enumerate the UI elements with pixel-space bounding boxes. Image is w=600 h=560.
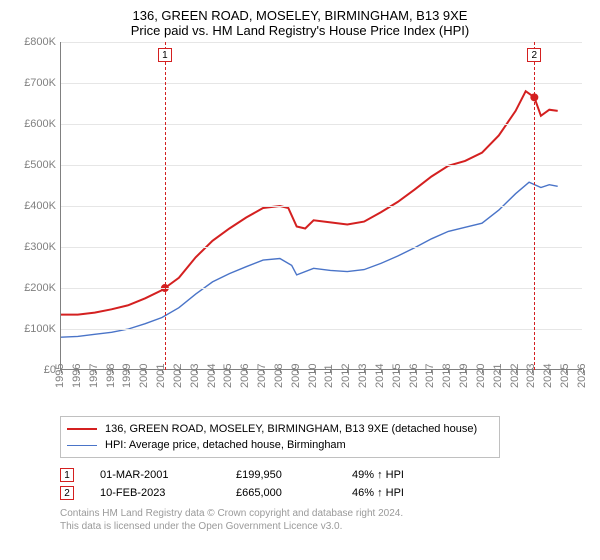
title-subtitle: Price paid vs. HM Land Registry's House … <box>18 23 582 38</box>
y-tick-label: £800K <box>24 36 56 48</box>
x-tick-label: 2010 <box>307 364 319 388</box>
x-tick-label: 2022 <box>509 364 521 388</box>
legend-label: 136, GREEN ROAD, MOSELEY, BIRMINGHAM, B1… <box>105 423 477 435</box>
event-marker: 2 <box>527 48 541 62</box>
gridline <box>61 165 582 166</box>
y-tick-label: £200K <box>24 282 56 294</box>
x-tick-label: 2015 <box>391 364 403 388</box>
x-tick-label: 2026 <box>576 364 588 388</box>
legend-item: 136, GREEN ROAD, MOSELEY, BIRMINGHAM, B1… <box>67 421 493 437</box>
attribution-line-1: Contains HM Land Registry data © Crown c… <box>60 508 582 521</box>
x-tick-label: 2018 <box>441 364 453 388</box>
y-tick-label: £700K <box>24 77 56 89</box>
transaction-row: 1 01-MAR-2001 £199,950 49% ↑ HPI <box>60 466 582 484</box>
x-tick-label: 2005 <box>222 364 234 388</box>
transaction-pct: 49% ↑ HPI <box>352 469 442 481</box>
gridline <box>61 124 582 125</box>
x-tick-label: 2004 <box>206 364 218 388</box>
event-line <box>165 42 166 370</box>
x-tick-label: 2009 <box>290 364 302 388</box>
x-tick-label: 2001 <box>155 364 167 388</box>
y-tick-label: £300K <box>24 241 56 253</box>
legend-label: HPI: Average price, detached house, Birm… <box>105 439 346 451</box>
x-tick-label: 2019 <box>458 364 470 388</box>
x-tick-label: 2008 <box>273 364 285 388</box>
attribution: Contains HM Land Registry data © Crown c… <box>60 508 582 533</box>
x-tick-label: 2014 <box>374 364 386 388</box>
x-tick-label: 2000 <box>138 364 150 388</box>
transaction-row: 2 10-FEB-2023 £665,000 46% ↑ HPI <box>60 484 582 502</box>
x-tick-label: 2021 <box>492 364 504 388</box>
x-tick-label: 2016 <box>408 364 420 388</box>
x-tick-label: 2003 <box>189 364 201 388</box>
y-tick-label: £100K <box>24 323 56 335</box>
plot-region: 12 <box>60 42 582 370</box>
title-address: 136, GREEN ROAD, MOSELEY, BIRMINGHAM, B1… <box>18 8 582 23</box>
y-axis: £0£100K£200K£300K£400K£500K£600K£700K£80… <box>18 42 60 370</box>
y-tick-label: £500K <box>24 159 56 171</box>
transaction-price: £199,950 <box>236 469 326 481</box>
x-tick-label: 1996 <box>71 364 83 388</box>
x-tick-label: 2024 <box>542 364 554 388</box>
attribution-line-2: This data is licensed under the Open Gov… <box>60 521 582 534</box>
x-tick-label: 2007 <box>256 364 268 388</box>
title-block: 136, GREEN ROAD, MOSELEY, BIRMINGHAM, B1… <box>18 8 582 38</box>
legend: 136, GREEN ROAD, MOSELEY, BIRMINGHAM, B1… <box>60 416 500 458</box>
gridline <box>61 206 582 207</box>
gridline <box>61 247 582 248</box>
x-tick-label: 2011 <box>323 364 335 388</box>
transaction-date: 10-FEB-2023 <box>100 487 210 499</box>
x-tick-label: 2002 <box>172 364 184 388</box>
transaction-marker: 2 <box>60 486 74 500</box>
gridline <box>61 42 582 43</box>
x-tick-label: 1995 <box>54 364 66 388</box>
transaction-marker: 1 <box>60 468 74 482</box>
x-tick-label: 2013 <box>357 364 369 388</box>
chart-container: 136, GREEN ROAD, MOSELEY, BIRMINGHAM, B1… <box>0 0 600 560</box>
x-tick-label: 2017 <box>424 364 436 388</box>
transaction-pct: 46% ↑ HPI <box>352 487 442 499</box>
x-tick-label: 1997 <box>88 364 100 388</box>
legend-item: HPI: Average price, detached house, Birm… <box>67 437 493 453</box>
x-axis: 1995199619971998199920002001200220032004… <box>60 370 582 412</box>
x-tick-label: 2025 <box>559 364 571 388</box>
gridline <box>61 329 582 330</box>
transaction-date: 01-MAR-2001 <box>100 469 210 481</box>
x-tick-label: 2023 <box>525 364 537 388</box>
legend-swatch <box>67 445 97 446</box>
x-tick-label: 2020 <box>475 364 487 388</box>
event-marker: 1 <box>158 48 172 62</box>
gridline <box>61 288 582 289</box>
gridline <box>61 83 582 84</box>
transaction-price: £665,000 <box>236 487 326 499</box>
x-tick-label: 2006 <box>239 364 251 388</box>
x-tick-label: 1998 <box>105 364 117 388</box>
x-tick-label: 1999 <box>121 364 133 388</box>
y-tick-label: £600K <box>24 118 56 130</box>
x-tick-label: 2012 <box>340 364 352 388</box>
legend-swatch <box>67 428 97 430</box>
y-tick-label: £400K <box>24 200 56 212</box>
transaction-table: 1 01-MAR-2001 £199,950 49% ↑ HPI 2 10-FEB-202… <box>60 466 582 502</box>
event-line <box>534 42 535 370</box>
chart-area: £0£100K£200K£300K£400K£500K£600K£700K£80… <box>18 42 582 412</box>
